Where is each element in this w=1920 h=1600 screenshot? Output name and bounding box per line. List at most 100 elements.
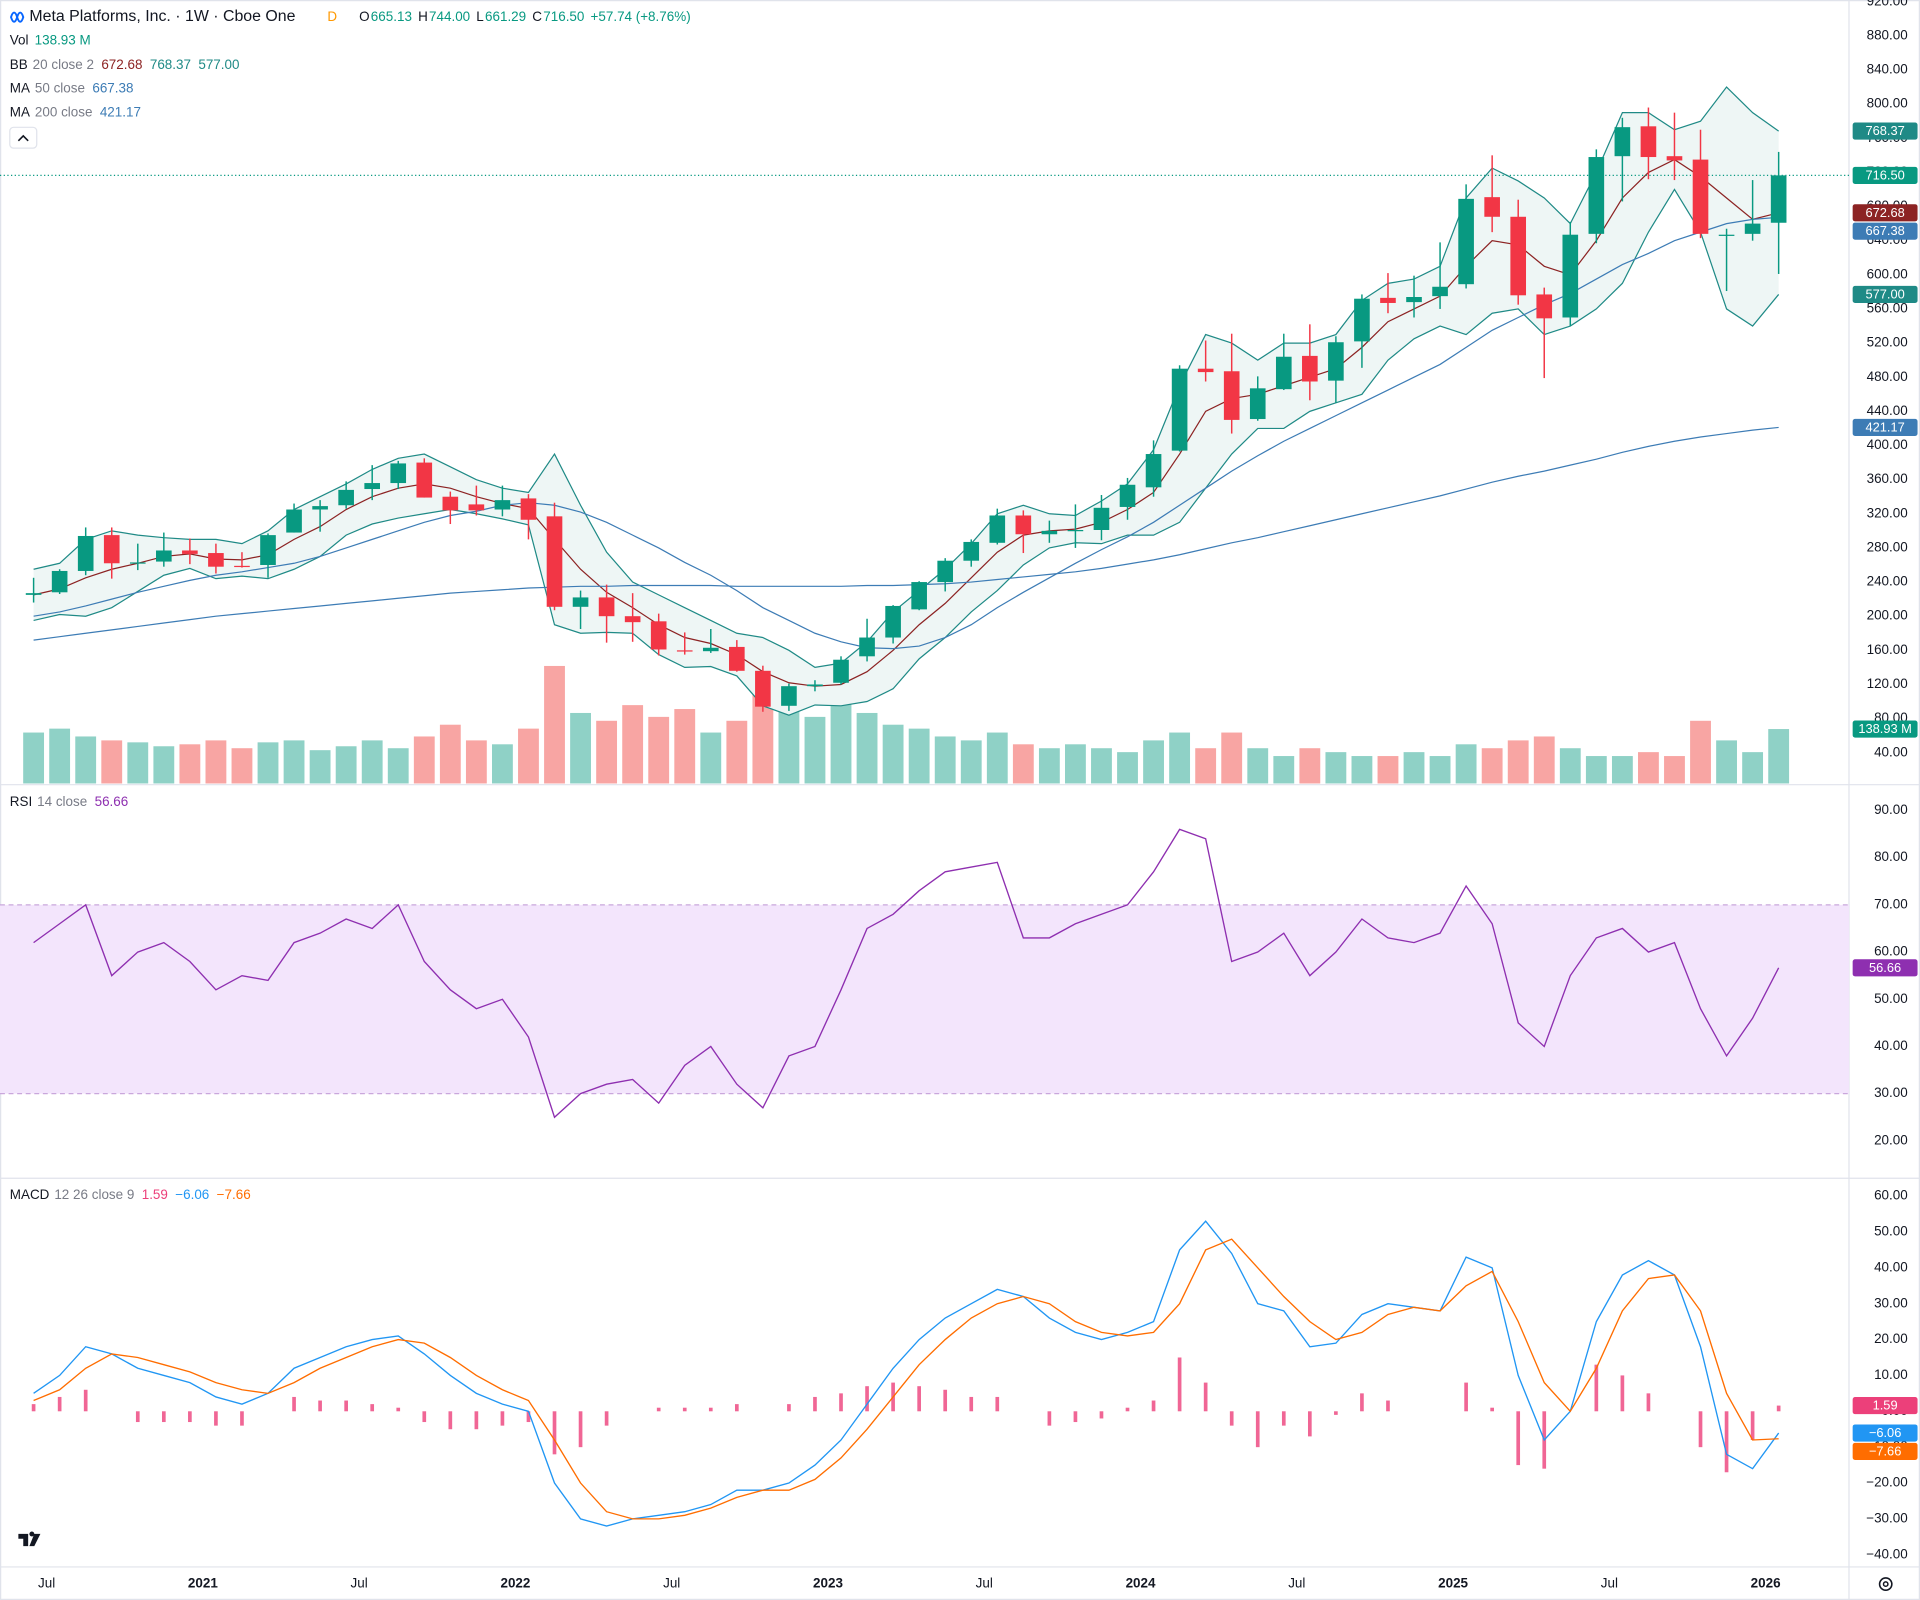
- candle-body: [1093, 507, 1110, 530]
- volume-bar: [23, 732, 45, 784]
- candle-body: [1744, 223, 1761, 234]
- price-marker: [1852, 720, 1918, 738]
- histogram-bar: [57, 1396, 62, 1412]
- volume-bar: [127, 742, 149, 784]
- histogram-bar: [1255, 1411, 1260, 1448]
- histogram-bar: [656, 1407, 661, 1412]
- histogram-bar: [1047, 1411, 1052, 1426]
- volume-bar: [179, 744, 201, 784]
- quote-key: H: [418, 9, 428, 24]
- volume-bar: [934, 736, 956, 784]
- quote-key: C: [532, 9, 542, 24]
- rsi-line: [33, 828, 1780, 1119]
- series-layer: [0, 86, 1849, 1527]
- x-tick-label: 2021: [188, 1576, 218, 1591]
- candle-body: [989, 515, 1006, 543]
- candle-body: [520, 498, 537, 520]
- candle-body: [442, 496, 459, 511]
- y-tick-label: −30.00: [1866, 1510, 1908, 1525]
- histogram-bar: [214, 1411, 218, 1426]
- legend-params: 20 close 2: [33, 56, 94, 71]
- candle-body: [650, 621, 667, 650]
- volume-bar: [1169, 732, 1191, 784]
- price-marker-label: 1.59: [1873, 1398, 1898, 1413]
- y-tick-label: 360.00: [1867, 471, 1908, 486]
- legend-item: 1.59: [142, 1186, 168, 1201]
- candle-body: [1432, 286, 1448, 297]
- y-tick-label: 70.00: [1874, 896, 1908, 911]
- volume-bar: [1143, 740, 1164, 784]
- candle-body: [546, 516, 563, 607]
- legend-layer: Vol 138.93 M BB 20 close 2 672.68 768.37 577.0…: [10, 8, 691, 1201]
- histogram-bar: [1698, 1411, 1703, 1448]
- y-tick-label: −40.00: [1866, 1546, 1908, 1561]
- x-tick-label: Jul: [38, 1576, 55, 1591]
- legend: BB 20 close 2 672.68 768.37 577.00: [10, 56, 240, 71]
- x-tick-label: 2022: [500, 1576, 530, 1591]
- histogram-bar: [1203, 1382, 1208, 1412]
- volume-bar: [465, 740, 487, 784]
- volume-bar: [413, 736, 435, 784]
- y-tick-label: 160.00: [1867, 642, 1908, 657]
- legend-item: 672.68: [101, 56, 142, 71]
- candle-body: [25, 593, 42, 595]
- volume-bar: [1585, 756, 1607, 784]
- volume-bar: [856, 712, 878, 784]
- price-marker-label: 421.17: [1865, 419, 1904, 434]
- indicator-line: [33, 188, 1780, 716]
- y-tick-label: 560.00: [1867, 301, 1908, 316]
- volume-bar: [1507, 740, 1529, 784]
- candle-body: [1536, 294, 1553, 319]
- volume-bar: [387, 748, 409, 784]
- marker-layer: 768.37 716.50 672.68 667.38 577.00 421.17 138.…: [1852, 122, 1918, 1460]
- price-marker: [1852, 959, 1918, 977]
- volume-bar: [1377, 756, 1399, 784]
- band-fill: [0, 904, 1849, 1094]
- background-layer: [0, 87, 1849, 1473]
- candle-body: [1015, 515, 1032, 535]
- x-tick-label: Jul: [1288, 1576, 1305, 1591]
- legend-name: MA: [10, 80, 30, 95]
- price-marker-label: 138.93 M: [1858, 721, 1912, 736]
- volume-bar: [804, 716, 826, 784]
- candle-body: [1380, 297, 1396, 303]
- x-tick-label: Jul: [351, 1576, 368, 1591]
- y-tick-label: 800.00: [1867, 96, 1908, 111]
- candle-body: [1562, 234, 1579, 318]
- settings-button[interactable]: [1878, 1577, 1893, 1592]
- volume-bar: [1742, 752, 1764, 784]
- x-tick-label: 2024: [1126, 1576, 1156, 1591]
- price-marker: [1852, 1424, 1918, 1442]
- candle-body: [208, 553, 224, 567]
- collapse-button[interactable]: [9, 126, 38, 149]
- indicator-line: [33, 86, 1780, 669]
- y-tick-label: 20.00: [1874, 1331, 1908, 1346]
- histogram-bar: [240, 1411, 244, 1426]
- legend-item: −7.66: [217, 1186, 251, 1201]
- symbol-logo: [9, 11, 25, 23]
- volume-bar: [830, 693, 852, 784]
- histogram-bar: [526, 1411, 531, 1423]
- price-marker-label: 716.50: [1865, 167, 1904, 182]
- volume-bar: [1247, 748, 1269, 784]
- indicator-line: [33, 158, 1779, 687]
- candle-body: [1302, 355, 1318, 382]
- volume-bar: [1299, 748, 1321, 784]
- price-marker: [1852, 166, 1918, 184]
- price-marker: [1852, 1442, 1918, 1460]
- candle-body: [494, 500, 511, 510]
- volume-bar: [492, 744, 513, 784]
- volume-bar: [335, 746, 357, 784]
- volume-bar: [908, 728, 930, 784]
- tradingview-logo[interactable]: [15, 1530, 46, 1550]
- volume-bar: [1273, 756, 1295, 784]
- histogram-bar: [1125, 1407, 1130, 1412]
- y-tick-label: 600.00: [1867, 266, 1908, 281]
- histogram-bar: [1307, 1411, 1312, 1437]
- histogram-bar: [813, 1396, 817, 1412]
- price-marker-label: 667.38: [1865, 223, 1904, 238]
- candle-body: [1458, 198, 1474, 285]
- y-tick-label: 10.00: [1874, 1367, 1908, 1382]
- candle-body: [963, 541, 980, 561]
- candle-body: [129, 562, 146, 564]
